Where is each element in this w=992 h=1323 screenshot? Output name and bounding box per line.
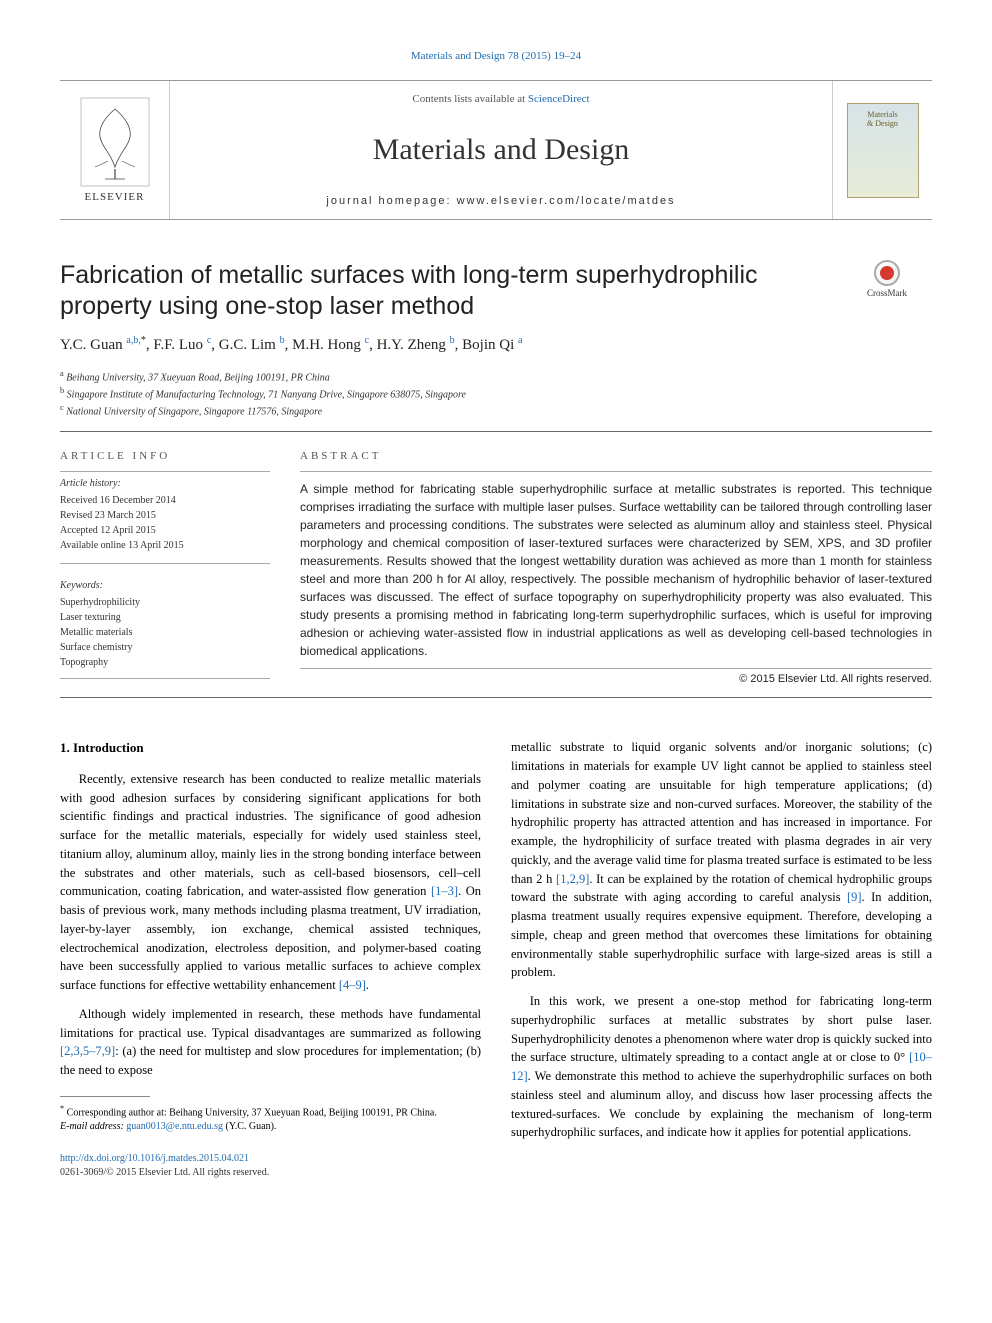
footnotes: * Corresponding author at: Beihang Unive… — [60, 1103, 481, 1134]
email-line: E-mail address: guan0013@e.ntu.edu.sg (Y… — [60, 1120, 481, 1134]
cover-title-1: Materials — [867, 110, 897, 119]
publisher-name: ELSEVIER — [85, 191, 145, 203]
abstract-block: abstract A simple method for fabricating… — [300, 448, 932, 687]
affiliations: a Beihang University, 37 Xueyuan Road, B… — [60, 368, 932, 420]
history-received: Received 16 December 2014 — [60, 493, 270, 508]
publisher-logo: ELSEVIER — [60, 81, 170, 219]
homepage-url[interactable]: www.elsevier.com/locate/matdes — [457, 195, 676, 207]
article-history-head: Article history: — [60, 476, 270, 491]
crossmark-label: CrossMark — [842, 288, 932, 298]
affiliation-b: b Singapore Institute of Manufacturing T… — [60, 385, 932, 402]
author-list: Y.C. Guan a,b,*, F.F. Luo c, G.C. Lim b,… — [60, 335, 932, 354]
contents-available-line: Contents lists available at ScienceDirec… — [412, 93, 589, 105]
article-title: Fabrication of metallic surfaces with lo… — [60, 260, 842, 323]
crossmark-icon — [874, 260, 900, 286]
column-left: 1. Introduction Recently, extensive rese… — [60, 738, 481, 1180]
keyword-item: Surface chemistry — [60, 640, 270, 655]
cover-title-2: & Design — [867, 119, 898, 128]
affiliation-c: c National University of Singapore, Sing… — [60, 402, 932, 419]
history-online: Available online 13 April 2015 — [60, 538, 270, 553]
abstract-copyright: © 2015 Elsevier Ltd. All rights reserved… — [300, 671, 932, 688]
author-email[interactable]: guan0013@e.ntu.edu.sg — [126, 1121, 223, 1132]
citation-link[interactable]: [1–3] — [431, 884, 458, 898]
masthead: ELSEVIER Contents lists available at Sci… — [60, 80, 932, 220]
body-columns: 1. Introduction Recently, extensive rese… — [60, 738, 932, 1180]
paragraph: Although widely implemented in research,… — [60, 1005, 481, 1080]
history-revised: Revised 23 March 2015 — [60, 508, 270, 523]
journal-name: Materials and Design — [373, 133, 630, 167]
section-heading: 1. Introduction — [60, 738, 481, 758]
homepage-prefix: journal homepage: — [326, 195, 451, 207]
divider-rule-thin — [60, 563, 270, 564]
keyword-item: Superhydrophilicity — [60, 595, 270, 610]
keywords-list: SuperhydrophilicityLaser texturingMetall… — [60, 595, 270, 670]
article-info-label: article info — [60, 448, 270, 465]
corresponding-author-note: * Corresponding author at: Beihang Unive… — [60, 1103, 481, 1120]
citation-link[interactable]: [9] — [847, 890, 862, 904]
journal-homepage-line: journal homepage: www.elsevier.com/locat… — [326, 195, 675, 207]
issn-copyright: 0261-3069/© 2015 Elsevier Ltd. All right… — [60, 1167, 269, 1178]
journal-cover: Materials & Design — [832, 81, 932, 219]
paragraph: Recently, extensive research has been co… — [60, 770, 481, 995]
contents-available-text: Contents lists available at — [412, 93, 525, 105]
column-right: metallic substrate to liquid organic sol… — [511, 738, 932, 1180]
divider-rule — [60, 697, 932, 698]
citation-link[interactable]: [4–9] — [339, 978, 366, 992]
journal-cover-thumbnail: Materials & Design — [847, 103, 919, 198]
article-info-block: article info Article history: Received 1… — [60, 448, 270, 687]
divider-rule-thin — [60, 678, 270, 679]
paragraph: metallic substrate to liquid organic sol… — [511, 738, 932, 982]
affiliation-a: a Beihang University, 37 Xueyuan Road, B… — [60, 368, 932, 385]
doi-link[interactable]: http://dx.doi.org/10.1016/j.matdes.2015.… — [60, 1153, 249, 1164]
crossmark-widget[interactable]: CrossMark — [842, 260, 932, 298]
footnote-separator — [60, 1096, 150, 1097]
citation-link[interactable]: [1,2,9] — [556, 872, 589, 886]
elsevier-tree-icon — [80, 97, 150, 187]
keyword-item: Metallic materials — [60, 625, 270, 640]
citation-link[interactable]: [2,3,5–7,9] — [60, 1044, 115, 1058]
abstract-text: A simple method for fabricating stable s… — [300, 471, 932, 669]
sciencedirect-link[interactable]: ScienceDirect — [528, 93, 590, 105]
history-accepted: Accepted 12 April 2015 — [60, 523, 270, 538]
keyword-item: Topography — [60, 655, 270, 670]
keywords-head: Keywords: — [60, 578, 270, 593]
doi-block: http://dx.doi.org/10.1016/j.matdes.2015.… — [60, 1152, 481, 1180]
divider-rule-thin — [60, 471, 270, 472]
abstract-label: abstract — [300, 448, 932, 465]
top-citation[interactable]: Materials and Design 78 (2015) 19–24 — [60, 50, 932, 62]
divider-rule — [60, 431, 932, 432]
paragraph: In this work, we present a one-stop meth… — [511, 992, 932, 1142]
keyword-item: Laser texturing — [60, 610, 270, 625]
masthead-center: Contents lists available at ScienceDirec… — [170, 81, 832, 219]
